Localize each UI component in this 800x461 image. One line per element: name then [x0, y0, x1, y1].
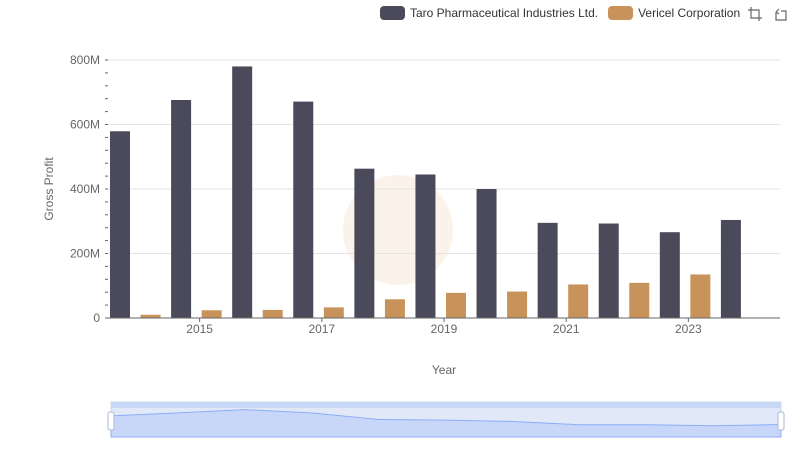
legend-label-taro: Taro Pharmaceutical Industries Ltd. — [410, 6, 599, 20]
bar-vericel-2016[interactable] — [262, 309, 283, 318]
x-tick-label: 2021 — [553, 322, 580, 336]
bar-taro-2023[interactable] — [659, 232, 680, 318]
bar-taro-2015[interactable] — [171, 99, 192, 319]
legend-swatch-vericel — [608, 6, 634, 20]
bar-taro-2014[interactable] — [110, 131, 130, 318]
legend: Taro Pharmaceutical Industries Ltd. Veri… — [380, 4, 750, 22]
legend-item-taro[interactable]: Taro Pharmaceutical Industries Ltd. — [380, 6, 598, 20]
bar-vericel-2015[interactable] — [201, 310, 222, 318]
zoom-select-icon[interactable] — [747, 6, 763, 22]
datazoom-drag-bar[interactable] — [111, 402, 781, 408]
bar-taro-2022[interactable] — [598, 223, 619, 318]
zoom-reset-icon[interactable] — [773, 6, 789, 22]
y-tick-label: 600M — [70, 118, 100, 132]
x-tick-label: 2017 — [308, 322, 335, 336]
bar-vericel-2022[interactable] — [629, 282, 650, 318]
datazoom-preview-area — [110, 409, 782, 438]
y-tick-label: 400M — [70, 182, 100, 196]
x-tick-label: 2023 — [675, 322, 702, 336]
bar-vericel-2017[interactable] — [323, 307, 344, 318]
bar-taro-2016[interactable] — [232, 66, 253, 318]
bar-vericel-2021[interactable] — [568, 284, 589, 318]
y-tick-label: 0 — [93, 311, 100, 325]
y-tick-label: 200M — [70, 247, 100, 261]
bar-taro-2024[interactable] — [720, 219, 741, 318]
legend-item-vericel[interactable]: Vericel Corporation — [608, 6, 740, 20]
bar-taro-2021[interactable] — [537, 222, 558, 318]
datazoom-handle-right[interactable] — [777, 411, 785, 431]
bar-vericel-2018[interactable] — [384, 299, 405, 318]
y-tick-label: 800M — [70, 53, 100, 67]
bar-vericel-2014[interactable] — [140, 314, 161, 318]
x-tick-label: 2015 — [186, 322, 213, 336]
bar-taro-2017[interactable] — [293, 101, 314, 318]
bar-vericel-2020[interactable] — [507, 291, 528, 318]
x-tick-label: 2019 — [431, 322, 458, 336]
datazoom-handle-left[interactable] — [107, 411, 115, 431]
toolbox — [747, 6, 789, 22]
bar-taro-2018[interactable] — [354, 168, 375, 318]
x-axis-title: Year — [431, 363, 457, 377]
legend-swatch-taro — [380, 6, 405, 20]
bar-taro-2019[interactable] — [415, 174, 436, 318]
bar-vericel-2019[interactable] — [446, 292, 466, 318]
legend-label-vericel: Vericel Corporation — [638, 6, 741, 20]
bar-vericel-2023[interactable] — [690, 274, 711, 318]
bar-taro-2020[interactable] — [476, 189, 497, 318]
